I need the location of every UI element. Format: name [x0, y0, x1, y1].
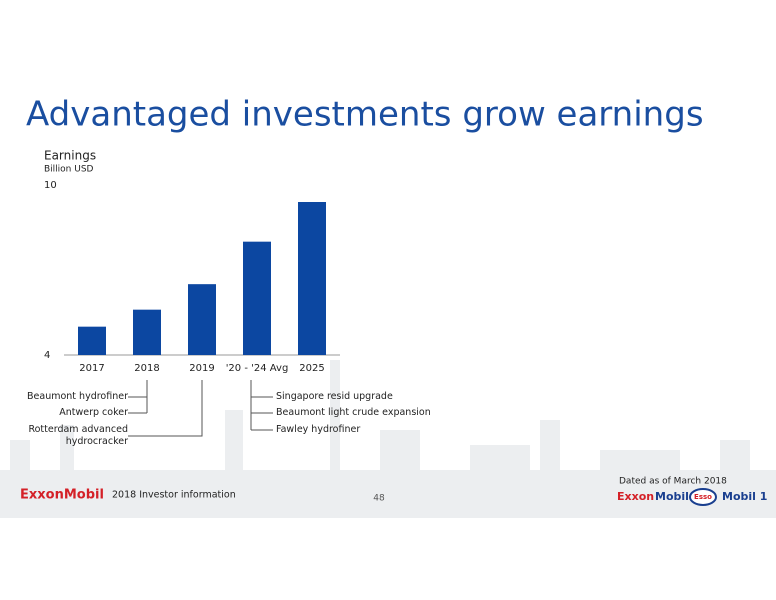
x-tick-label: 2025: [299, 363, 324, 374]
annotation: Antwerp coker: [59, 407, 128, 418]
x-tick-label: 2017: [79, 363, 104, 374]
annotation: Singapore resid upgrade: [276, 391, 393, 402]
y-tick-label: 4: [44, 350, 50, 361]
bar: [133, 309, 161, 355]
brand: Mobil: [655, 490, 689, 503]
dated: Dated as of March 2018: [619, 477, 727, 487]
annotation: Beaumont light crude expansion: [276, 407, 431, 418]
unit: Billion USD: [44, 165, 94, 175]
bar: [298, 202, 326, 355]
page-number: 48: [373, 494, 385, 504]
annotation: Fawley hydrofiner: [276, 424, 361, 435]
logo: ExxonMobil: [20, 488, 104, 503]
y-tick-label: 10: [44, 180, 57, 191]
brand: Esso: [694, 493, 712, 501]
x-tick-label: '20 - '24 Avg: [226, 363, 289, 374]
x-tick-label: 2019: [189, 363, 214, 374]
annotation: Beaumont hydrofiner: [27, 391, 128, 402]
axis-label: Earnings: [44, 149, 96, 163]
footer-text: 2018 Investor information: [112, 490, 236, 501]
slide-title: Advantaged investments grow earnings: [26, 95, 704, 135]
bar: [243, 241, 271, 355]
x-tick-label: 2018: [134, 363, 159, 374]
skyline: [0, 360, 776, 518]
bar: [78, 326, 106, 355]
connectors: [128, 380, 273, 437]
brand: Exxon: [617, 490, 654, 503]
brand: Mobil 1: [722, 490, 767, 503]
esso-badge: [689, 488, 717, 506]
bar: [188, 284, 216, 355]
annotation: Rotterdam advanced hydrocracker: [28, 424, 128, 447]
